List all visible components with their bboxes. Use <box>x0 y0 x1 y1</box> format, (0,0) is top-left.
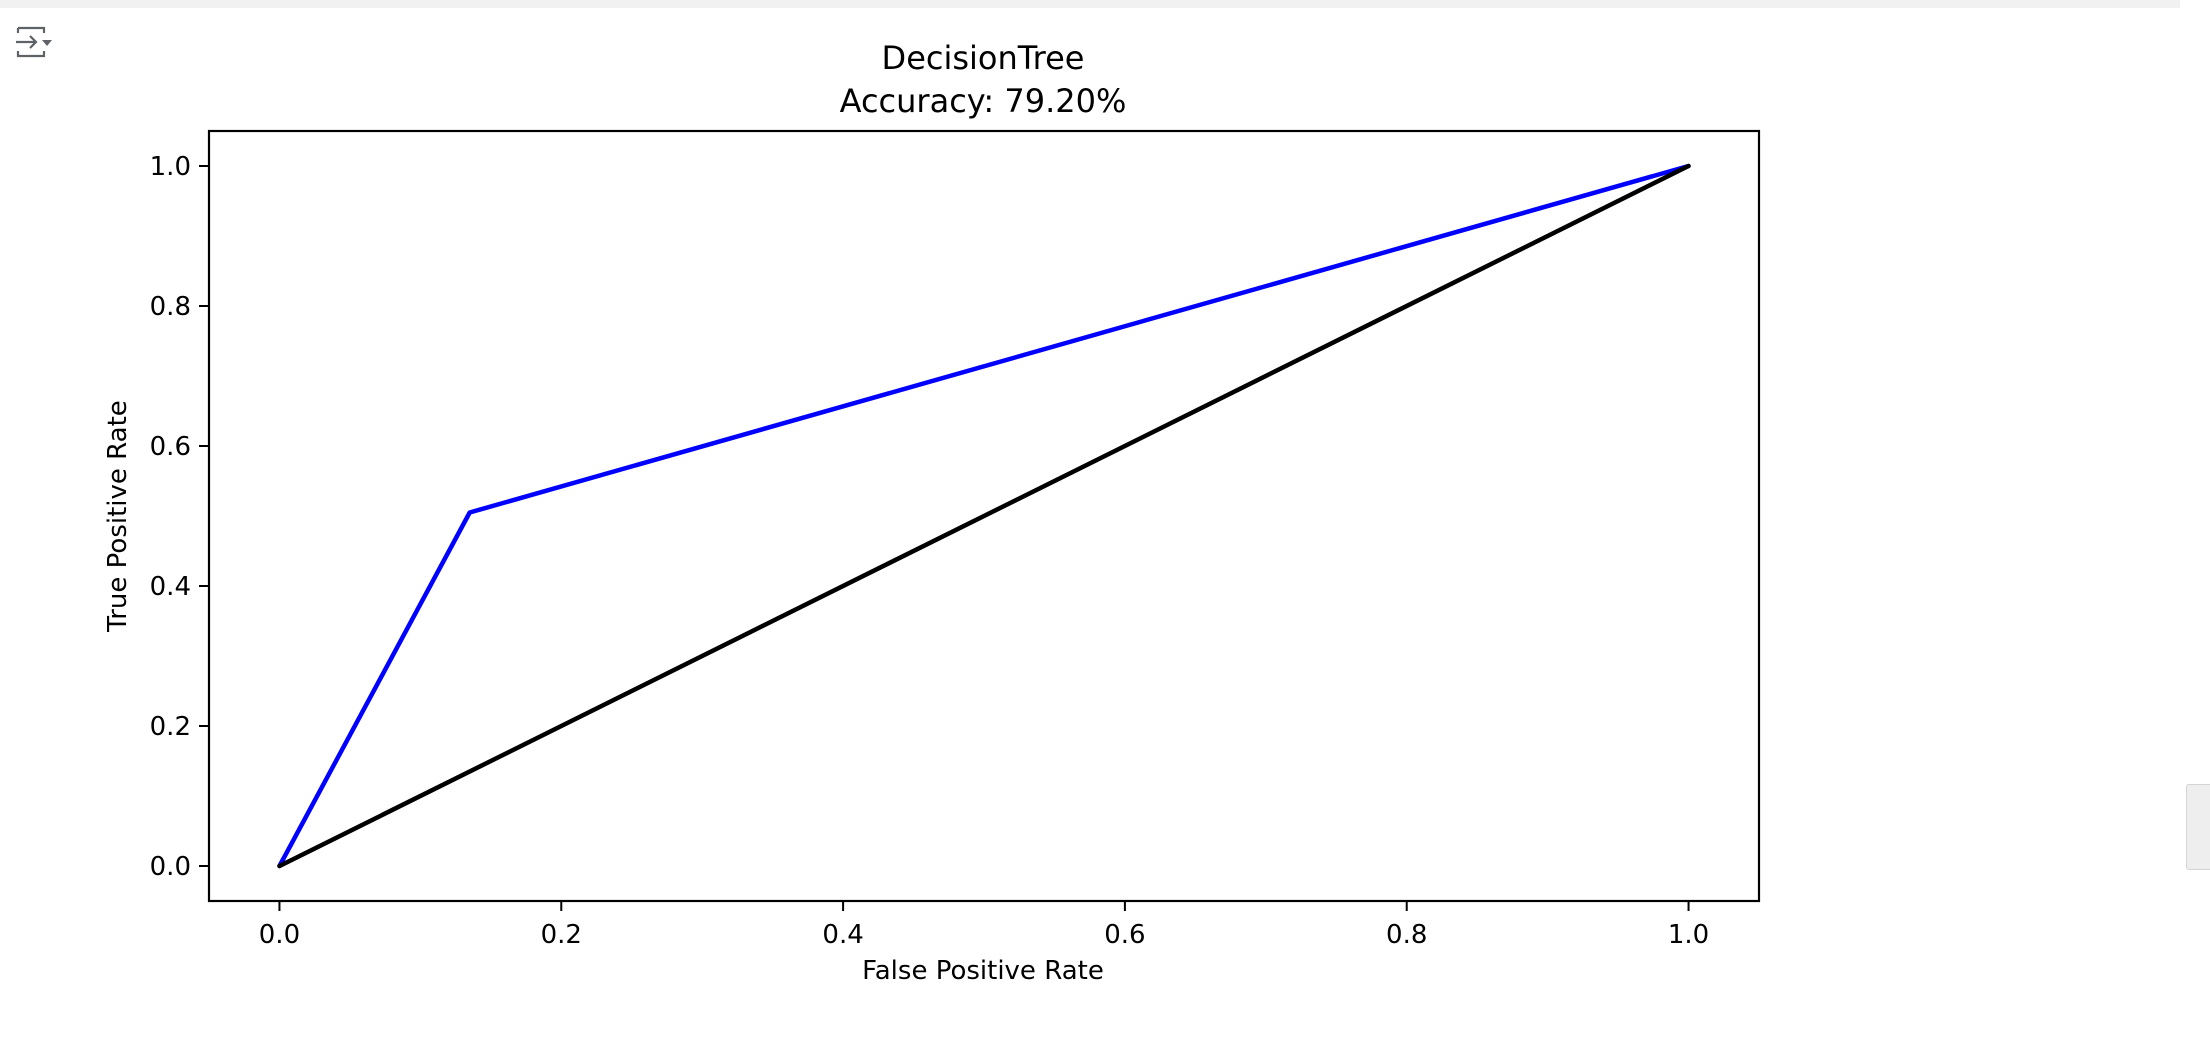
output-toggle-icon <box>16 26 52 58</box>
plot-frame <box>207 129 1761 903</box>
x-tick-label: 0.8 <box>1386 920 1427 950</box>
plot-lines <box>277 163 1691 869</box>
x-tick-label: 0.4 <box>822 920 863 950</box>
y-tick-label: 0.8 <box>150 292 191 322</box>
y-tick-label: 0.2 <box>150 712 191 742</box>
output-toggle-button[interactable] <box>14 24 58 60</box>
y-tick-label: 0.0 <box>150 852 191 882</box>
y-tick-label: 1.0 <box>150 152 191 182</box>
series-line-0 <box>277 163 1691 869</box>
x-tick-label: 0.6 <box>1104 920 1145 950</box>
x-axis-label: False Positive Rate <box>862 956 1104 986</box>
y-tick-label: 0.4 <box>150 572 191 602</box>
x-tick-label: 0.2 <box>541 920 582 950</box>
x-tick-label: 0.0 <box>259 920 300 950</box>
y-tick-label: 0.6 <box>150 432 191 462</box>
chart-subtitle: Accuracy: 79.20% <box>840 82 1127 120</box>
resize-handle[interactable] <box>2186 784 2210 870</box>
y-axis-label: True Positive Rate <box>103 400 133 633</box>
x-axis-ticks: 0.0 0.2 0.4 0.6 0.8 1.0 <box>259 901 1709 950</box>
chart-title: DecisionTree <box>882 39 1085 77</box>
cell-top-border <box>0 0 2180 8</box>
y-axis-ticks: 0.0 0.2 0.4 0.6 0.8 1.0 <box>150 152 209 882</box>
series-line-1 <box>277 163 1691 869</box>
x-tick-label: 1.0 <box>1668 920 1709 950</box>
